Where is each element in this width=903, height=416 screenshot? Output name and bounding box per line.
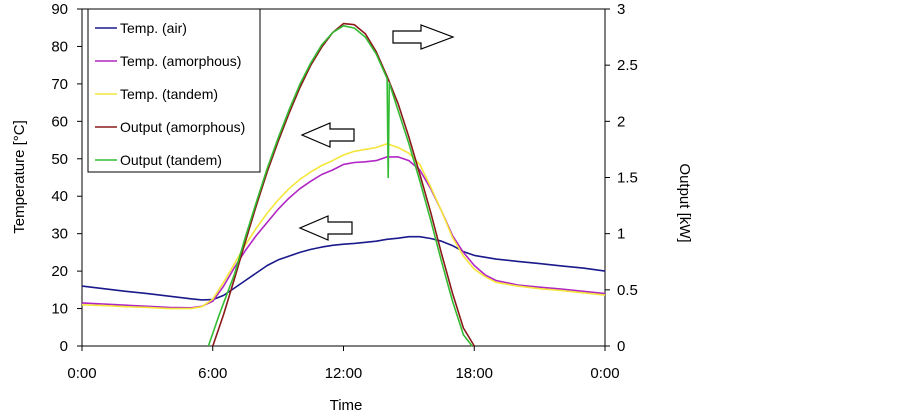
legend: Temp. (air) Temp. (amorphous) Temp. (tande… bbox=[87, 8, 261, 173]
right-tick-label: 1.5 bbox=[617, 170, 638, 187]
left-tick-label: 40 bbox=[51, 188, 68, 205]
series-line-4 bbox=[207, 24, 473, 347]
series-line-0 bbox=[81, 235, 606, 301]
legend-label: Temp. (tandem) bbox=[120, 86, 218, 102]
left-tick-label: 20 bbox=[51, 263, 68, 280]
left-axis-ticks: 0 10 20 30 40 50 60 70 80 90 bbox=[51, 1, 82, 355]
legend-box bbox=[87, 8, 261, 173]
legend-label: Output (tandem) bbox=[120, 152, 222, 168]
right-tick-label: 0 bbox=[617, 338, 625, 355]
right-tick-label: 2.5 bbox=[617, 57, 638, 74]
series-line-2 bbox=[81, 143, 606, 310]
right-tick-label: 1 bbox=[617, 226, 625, 243]
x-tick-label: 0:00 bbox=[67, 365, 96, 382]
right-tick-label: 0.5 bbox=[617, 282, 638, 299]
right-tick-label: 2 bbox=[617, 113, 625, 130]
y-axis-right-title: Output [kW] bbox=[676, 163, 693, 242]
left-tick-label: 70 bbox=[51, 76, 68, 93]
arrow-left-icon bbox=[298, 215, 353, 241]
right-tick-label: 3 bbox=[617, 1, 625, 18]
legend-label: Temp. (amorphous) bbox=[120, 53, 241, 69]
x-tick-label: 12:00 bbox=[325, 365, 363, 382]
left-tick-label: 30 bbox=[51, 226, 68, 243]
x-tick-label: 18:00 bbox=[455, 365, 493, 382]
left-tick-label: 80 bbox=[51, 38, 68, 55]
legend-label: Temp. (air) bbox=[120, 20, 187, 36]
arrow-left-icon bbox=[300, 122, 355, 148]
series-lines bbox=[81, 22, 606, 347]
left-tick-label: 60 bbox=[51, 113, 68, 130]
series-line-3 bbox=[212, 22, 475, 347]
left-tick-label: 50 bbox=[51, 151, 68, 168]
left-tick-label: 0 bbox=[60, 338, 68, 355]
right-axis-ticks: 0 0.5 1 1.5 2 2.5 3 bbox=[605, 1, 638, 355]
x-tick-label: 6:00 bbox=[198, 365, 227, 382]
left-tick-label: 90 bbox=[51, 1, 68, 18]
x-tick-label: 0:00 bbox=[590, 365, 619, 382]
x-axis-ticks: 0:00 6:00 12:00 18:00 0:00 bbox=[67, 346, 620, 382]
x-axis-title: Time bbox=[330, 397, 363, 414]
left-tick-label: 10 bbox=[51, 301, 68, 318]
arrow-right-icon bbox=[392, 24, 455, 50]
legend-label: Output (amorphous) bbox=[120, 119, 245, 135]
y-axis-left-title: Temperature [°C] bbox=[11, 120, 28, 234]
